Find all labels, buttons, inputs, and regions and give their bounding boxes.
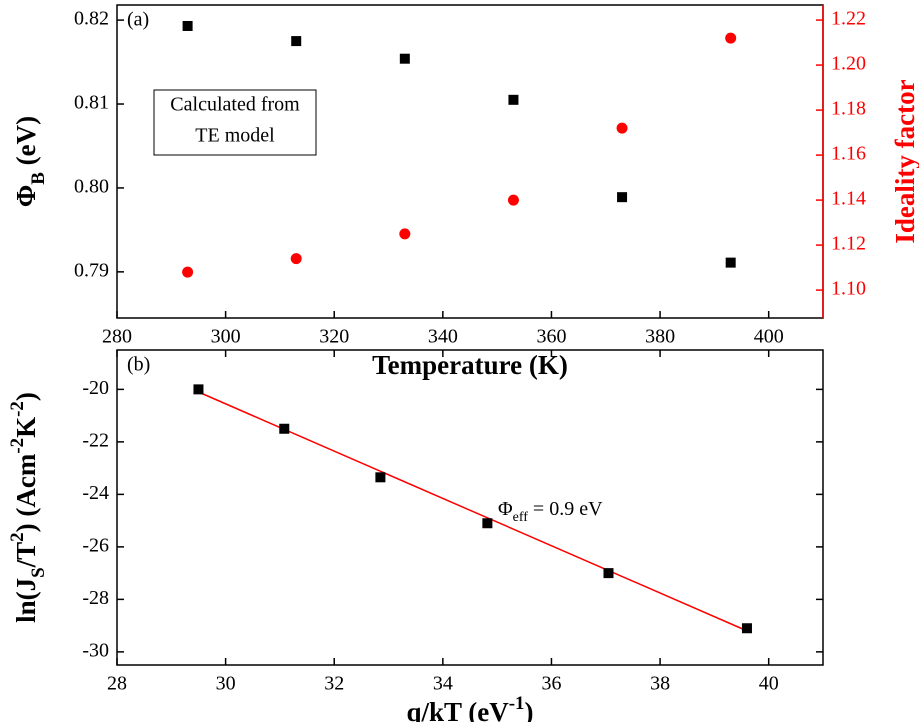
y-tick-label: -26 [82,534,109,556]
y-axis-label-part: S [28,567,49,578]
y-tick-label: 0.80 [74,176,109,198]
y-axis-label-part: 2 [7,532,28,541]
y-axis-label-part: /T [11,542,41,569]
y2-axis-label: Ideality factor [890,79,919,243]
y-axis-label-part: ) (Acm [11,453,41,532]
y2-tick-label: 1.14 [831,188,866,210]
y-axis-label-part: Φ [11,185,41,207]
x-axis-label: Temperature (K) [372,350,568,380]
fit-annotation-part: eff [513,510,529,525]
y-axis-label-part: (eV) [11,116,41,172]
y-axis-label: ΦB (eV) [11,116,49,207]
panel-label: (b) [127,354,150,376]
y-axis-label-part: ) [11,392,41,401]
y-axis-label-part: K [11,417,41,438]
fit-annotation: Φeff = 0.9 eV [498,498,603,525]
y-axis-label-part: -2 [7,401,28,417]
plot-frame [116,4,824,319]
data-point [291,36,302,47]
data-point [375,472,386,483]
y-tick-label: -22 [82,429,109,451]
y2-tick-label: 1.10 [831,278,866,300]
data-point [399,53,410,64]
data-point [399,228,411,240]
y-tick-label: -28 [82,587,109,609]
x-tick-label: 28 [107,673,127,695]
x-axis-label-part: -1 [509,693,525,714]
x-tick-label: 34 [433,673,453,695]
data-point [616,122,628,134]
panel-label: (a) [127,9,149,31]
data-point [603,568,614,579]
data-point [741,623,752,634]
x-tick-label: 380 [645,326,675,348]
plot-frame [116,349,824,666]
x-tick-label: 360 [536,326,566,348]
x-axis-label-part: ) [525,697,534,722]
x-tick-label: 36 [541,673,561,695]
y2-tick-label: 1.12 [831,233,866,255]
y-axis-label-part: ln(J [11,578,41,623]
x-tick-label: 340 [428,326,458,348]
fit-annotation-part: = 0.9 eV [528,498,603,520]
data-point [508,94,519,105]
data-point [617,192,628,203]
data-point [290,253,302,265]
data-point [279,423,290,434]
y-tick-label: -24 [82,482,109,504]
x-axis-label: q/kT (eV-1) [406,693,533,722]
y-tick-label: 0.79 [74,259,109,281]
y-tick-label: -20 [82,377,109,399]
x-tick-label: 40 [759,673,779,695]
y-axis-label-part: -2 [7,438,28,454]
x-tick-label: 320 [319,326,349,348]
data-point [482,518,493,529]
x-axis-label-part: q/kT (eV [406,697,509,722]
x-tick-label: 300 [211,326,241,348]
text-box-line: TE model [195,125,275,147]
y-tick-label: 0.82 [74,8,109,30]
y-tick-label: -30 [82,639,109,661]
y2-tick-label: 1.22 [831,8,866,30]
data-point [725,257,736,268]
data-point [725,32,737,44]
text-box [153,89,317,156]
fit-annotation-part: Φ [498,498,513,520]
y2-tick-label: 1.20 [831,53,866,75]
fit-line [198,391,748,632]
x-tick-label: 280 [102,326,132,348]
y-axis-label: ln(JS/T2) (Acm-2K-2) [7,392,49,623]
y2-tick-label: 1.16 [831,143,866,165]
y2-tick-label: 1.18 [831,98,866,120]
y-tick-label: 0.81 [74,92,109,114]
x-tick-label: 38 [650,673,670,695]
x-tick-label: 32 [324,673,344,695]
data-point [193,384,204,395]
data-point [507,194,519,206]
text-box-line: Calculated from [170,94,300,116]
x-tick-label: 400 [754,326,784,348]
x-tick-label: 30 [216,673,236,695]
data-point [182,266,194,278]
data-point [182,20,193,31]
y-axis-label-part: B [28,172,49,185]
